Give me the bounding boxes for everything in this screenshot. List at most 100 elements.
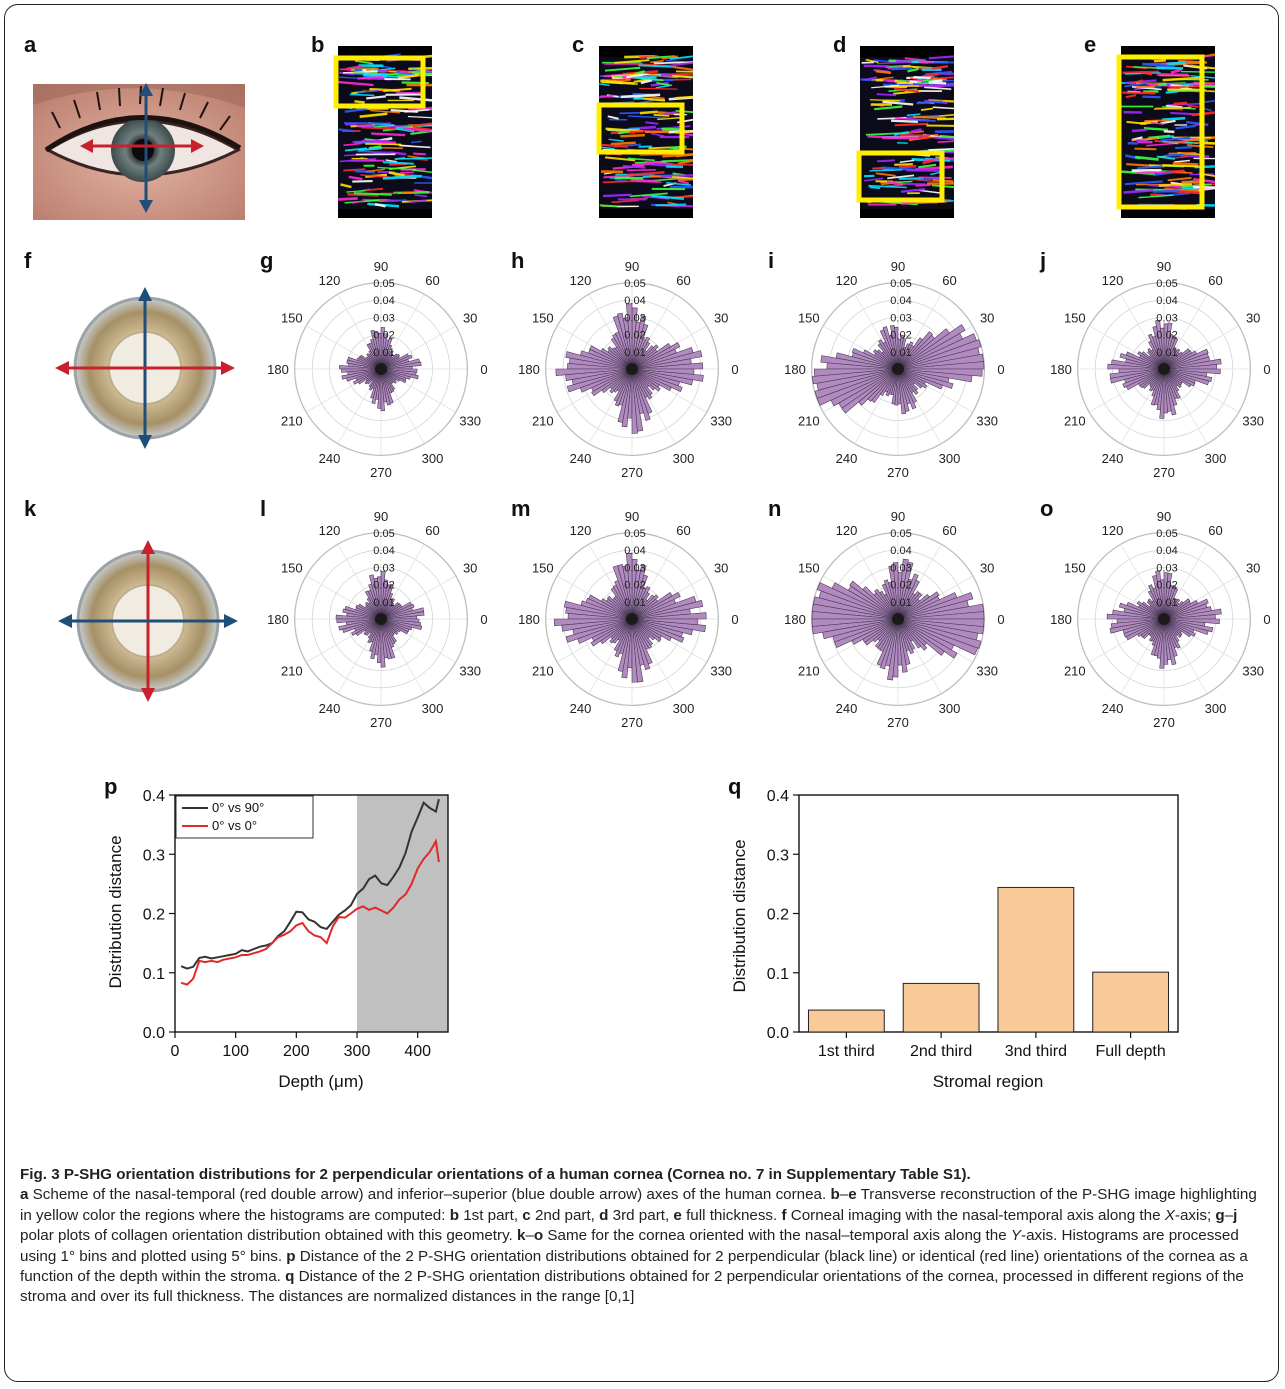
polar-angle-label: 180 [518, 362, 540, 377]
polar-radial-label: 0.04 [373, 295, 394, 307]
panel-letter-j: j [1039, 248, 1046, 273]
y-tick-label-q: 0.2 [767, 907, 789, 924]
collagen-image-b [333, 46, 433, 218]
polar-radial-label: 0.03 [1156, 312, 1177, 324]
polar-plot-j: 0.01 0.02 0.03 0.04 0.05 0 30 60 90 120 150 180 210 2… [1050, 259, 1270, 480]
polar-radial-label: 0.02 [1156, 330, 1177, 342]
polar-angle-label: 180 [267, 362, 289, 377]
caption-body: a Scheme of the nasal-temporal (red doub… [20, 1186, 1257, 1305]
polar-angle-label: 180 [784, 362, 806, 377]
polar-angle-label: 150 [798, 561, 820, 576]
legend-label-perpendicular: 0° vs 90° [212, 800, 264, 815]
figure-caption: Fig. 3 P-SHG orientation distributions f… [20, 1165, 1272, 1308]
polar-plot-i: 0.01 0.02 0.03 0.04 0.05 0 30 60 90 120 150 180 210 2… [784, 259, 1004, 480]
x-tick-label: 200 [283, 1043, 310, 1060]
y-tick-label: 0.3 [143, 847, 165, 864]
category-label: 2nd third [910, 1043, 972, 1060]
chart-legend: 0° vs 90° 0° vs 0° [175, 795, 314, 839]
caption-panel-ref: a [20, 1186, 29, 1204]
caption-panel-ref: b [830, 1186, 840, 1204]
polar-angle-label: 210 [1064, 414, 1086, 429]
polar-angle-label: 0 [731, 612, 738, 627]
panel-letter-i: i [768, 248, 774, 273]
polar-radial-label: 0.05 [890, 278, 911, 290]
chart-stromal-bars: 0.0 0.1 0.2 0.3 0.4 1st third 2nd third 3nd th… [730, 788, 1179, 1091]
polar-angle-label: 210 [281, 414, 303, 429]
polar-angle-label: 90 [625, 259, 639, 274]
caption-italic: Y [1010, 1227, 1022, 1245]
polar-angle-label: 0 [1263, 362, 1270, 377]
polar-radial-label: 0.03 [373, 562, 394, 574]
caption-text: -axis; [1174, 1206, 1216, 1224]
polar-angle-label: 180 [784, 612, 806, 627]
caption-italic: X [1164, 1206, 1175, 1224]
caption-text: Same for the cornea oriented with the na… [543, 1227, 1011, 1245]
polar-radial-label: 0.05 [624, 528, 645, 540]
caption-text: Distance of the 2 P-SHG orientation dist… [20, 1268, 1244, 1306]
caption-panel-ref: f [781, 1206, 787, 1224]
polar-angle-label: 180 [267, 612, 289, 627]
polar-angle-label: 60 [676, 523, 690, 538]
polar-radial-label: 0.03 [1156, 562, 1177, 574]
caption-text: 1st part, [458, 1206, 523, 1224]
polar-radial-label: 0.05 [890, 528, 911, 540]
cornea-scheme-k [58, 540, 238, 702]
category-label: 3nd third [1005, 1043, 1067, 1060]
polar-angle-label: 120 [570, 273, 592, 288]
collagen-image-c [596, 46, 694, 218]
polar-angle-label: 90 [1157, 259, 1171, 274]
chart-depth-line: 0 100 200 300 400 0.0 0.1 0.2 0.3 0.4 0° vs 90° 0… [106, 788, 449, 1091]
x-tick-label: 300 [344, 1043, 371, 1060]
polar-angle-label: 150 [281, 311, 303, 326]
caption-text: Scheme of the nasal-temporal (red double… [28, 1186, 831, 1204]
y-axis-title-q: Distribution distance [730, 839, 749, 992]
caption-title: Fig. 3 P-SHG orientation distributions f… [20, 1166, 971, 1183]
caption-text: – [525, 1227, 534, 1245]
polar-angle-label: 240 [319, 701, 341, 716]
bar-3 [997, 886, 1075, 1033]
polar-angle-label: 270 [621, 715, 643, 730]
polar-radial-label: 0.04 [890, 545, 911, 557]
polar-angle-label: 210 [798, 414, 820, 429]
highlight-box [856, 150, 945, 203]
caption-text: polar plots of collagen orientation dist… [20, 1227, 517, 1245]
polar-plot-n: 0.01 0.02 0.03 0.04 0.05 0 30 60 90 120 150 180 210 2… [784, 509, 1004, 730]
polar-radial-label: 0.05 [373, 278, 394, 290]
polar-radial-label: 0.01 [624, 347, 645, 359]
polar-angle-label: 60 [1208, 523, 1222, 538]
polar-angle-label: 90 [374, 259, 388, 274]
panel-letter-q: q [728, 774, 741, 799]
polar-radial-label: 0.01 [890, 597, 911, 609]
deep-stroma-shaded-region [357, 795, 448, 1032]
panel-letter-g: g [260, 248, 273, 273]
polar-angle-label: 60 [942, 523, 956, 538]
polar-angle-label: 240 [570, 451, 592, 466]
polar-radial-label: 0.04 [1156, 295, 1177, 307]
polar-radial-label: 0.01 [624, 597, 645, 609]
category-label: 1st third [818, 1043, 875, 1060]
polar-angle-label: 330 [976, 414, 998, 429]
category-label: Full depth [1095, 1043, 1165, 1060]
polar-angle-label: 30 [980, 311, 994, 326]
polar-angle-label: 150 [281, 561, 303, 576]
cornea-scheme-f [55, 287, 235, 449]
figure-canvas: a b c d e f g h i j k l m n o p q [24, 32, 1271, 1091]
polar-angle-label: 90 [891, 259, 905, 274]
polar-angle-label: 60 [942, 273, 956, 288]
panel-letter-p: p [104, 774, 117, 799]
polar-angle-label: 90 [625, 509, 639, 524]
polar-angle-label: 300 [939, 451, 961, 466]
caption-text: 3rd part, [608, 1206, 674, 1224]
polar-radial-label: 0.03 [373, 312, 394, 324]
polar-angle-label: 180 [518, 612, 540, 627]
caption-panel-ref: j [1233, 1206, 1238, 1224]
x-axis-title-q: Stromal region [933, 1072, 1044, 1091]
y-tick-label-q: 0.1 [767, 966, 789, 983]
panel-letter-b: b [311, 32, 324, 57]
polar-angle-label: 90 [374, 509, 388, 524]
caption-panel-ref: e [848, 1186, 857, 1204]
polar-radial-label: 0.02 [890, 330, 911, 342]
polar-angle-label: 150 [532, 561, 554, 576]
polar-angle-label: 270 [370, 715, 392, 730]
polar-angle-label: 330 [710, 414, 732, 429]
